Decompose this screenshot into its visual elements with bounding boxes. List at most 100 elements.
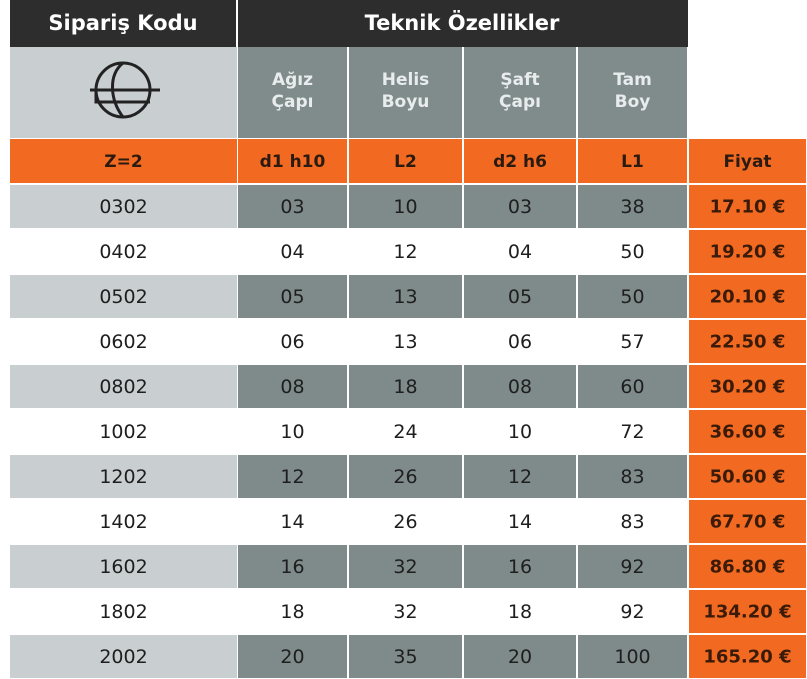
cell-value: 12 — [508, 466, 532, 488]
cell-value: 0802 — [99, 376, 147, 398]
cell-bg — [238, 455, 347, 498]
cell-value: 72 — [620, 421, 644, 443]
column-header: L1 — [621, 152, 644, 172]
subheader-label: Helis — [382, 70, 430, 90]
cell-value: 35 — [393, 646, 417, 668]
cell-value: 92 — [620, 601, 644, 623]
price: 86.80 € — [710, 557, 786, 578]
cell-value: 03 — [508, 196, 532, 218]
cell-value: 26 — [393, 466, 417, 488]
cell-bg — [464, 185, 576, 228]
cell-bg — [349, 365, 462, 408]
cell-value: 1802 — [99, 601, 147, 623]
cell-value: 05 — [508, 286, 532, 308]
column-header: Fiyat — [723, 152, 771, 172]
column-header-bg — [10, 139, 237, 183]
cell-value: 57 — [620, 331, 644, 353]
cell-bg — [578, 365, 687, 408]
cell-value: 06 — [508, 331, 532, 353]
cell-bg — [689, 455, 806, 498]
cell-value: 13 — [393, 286, 417, 308]
subheader-bg — [464, 47, 576, 138]
column-header: Z=2 — [104, 152, 142, 172]
column-header-bg — [238, 139, 347, 183]
cell-bg — [10, 545, 237, 588]
cell-value: 18 — [393, 376, 417, 398]
cell-value: 1402 — [99, 511, 147, 533]
price: 36.60 € — [710, 422, 786, 443]
cell-value: 03 — [280, 196, 304, 218]
cell-value: 20 — [508, 646, 532, 668]
cell-value: 10 — [393, 196, 417, 218]
cell-bg — [349, 635, 462, 678]
header-code: Sipariş Kodu — [48, 11, 197, 35]
subheader-label: Ağız — [272, 70, 313, 90]
cell-bg — [238, 185, 347, 228]
subheader-label: Boyu — [382, 92, 430, 112]
cell-value: 38 — [620, 196, 644, 218]
cell-bg — [578, 275, 687, 318]
cell-bg — [689, 545, 806, 588]
cell-value: 0302 — [99, 196, 147, 218]
cell-bg — [689, 590, 806, 633]
cell-value: 10 — [508, 421, 532, 443]
cell-value: 1602 — [99, 556, 147, 578]
column-header-bg — [689, 139, 806, 183]
cell-bg — [689, 230, 806, 273]
cell-value: 08 — [280, 376, 304, 398]
cell-value: 26 — [393, 511, 417, 533]
column-header: d1 h10 — [260, 152, 326, 172]
cell-bg — [238, 635, 347, 678]
price: 50.60 € — [710, 467, 786, 488]
price: 19.20 € — [710, 242, 786, 263]
cell-bg — [349, 185, 462, 228]
cell-value: 1002 — [99, 421, 147, 443]
cell-bg — [578, 545, 687, 588]
cell-bg — [238, 365, 347, 408]
cell-value: 14 — [508, 511, 532, 533]
cell-bg — [689, 500, 806, 543]
cell-value: 83 — [620, 511, 644, 533]
cell-value: 05 — [280, 286, 304, 308]
cell-value: 10 — [280, 421, 304, 443]
subheader-bg — [349, 47, 462, 138]
cell-bg — [689, 365, 806, 408]
cell-value: 04 — [280, 241, 304, 263]
cell-bg — [349, 545, 462, 588]
subheader-label: Çapı — [272, 92, 314, 112]
price: 165.20 € — [703, 647, 791, 668]
cell-value: 20 — [280, 646, 304, 668]
header-specs: Teknik Özellikler — [365, 10, 560, 35]
cell-value: 12 — [280, 466, 304, 488]
cell-bg — [238, 275, 347, 318]
header-bg — [10, 0, 688, 47]
cell-value: 14 — [280, 511, 304, 533]
subheader-label: Tam — [613, 70, 652, 90]
cell-value: 18 — [280, 601, 304, 623]
cell-value: 0502 — [99, 286, 147, 308]
cell-bg — [578, 185, 687, 228]
cell-bg — [10, 365, 237, 408]
cell-bg — [349, 275, 462, 318]
cell-value: 60 — [620, 376, 644, 398]
subheader-bg — [578, 47, 687, 138]
price: 22.50 € — [710, 332, 786, 353]
cell-bg — [464, 455, 576, 498]
price: 30.20 € — [710, 377, 786, 398]
cell-value: 0402 — [99, 241, 147, 263]
cell-value: 18 — [508, 601, 532, 623]
cell-value: 08 — [508, 376, 532, 398]
subheader-bg — [238, 47, 347, 138]
cell-bg — [578, 455, 687, 498]
cell-bg — [578, 635, 687, 678]
cell-bg — [10, 185, 237, 228]
icon-cell — [10, 47, 237, 138]
cell-value: 32 — [393, 556, 417, 578]
cell-value: 32 — [393, 601, 417, 623]
cell-value: 06 — [280, 331, 304, 353]
drill-icon — [90, 61, 160, 119]
cell-value: 1202 — [99, 466, 147, 488]
cell-bg — [238, 545, 347, 588]
cell-value: 16 — [280, 556, 304, 578]
